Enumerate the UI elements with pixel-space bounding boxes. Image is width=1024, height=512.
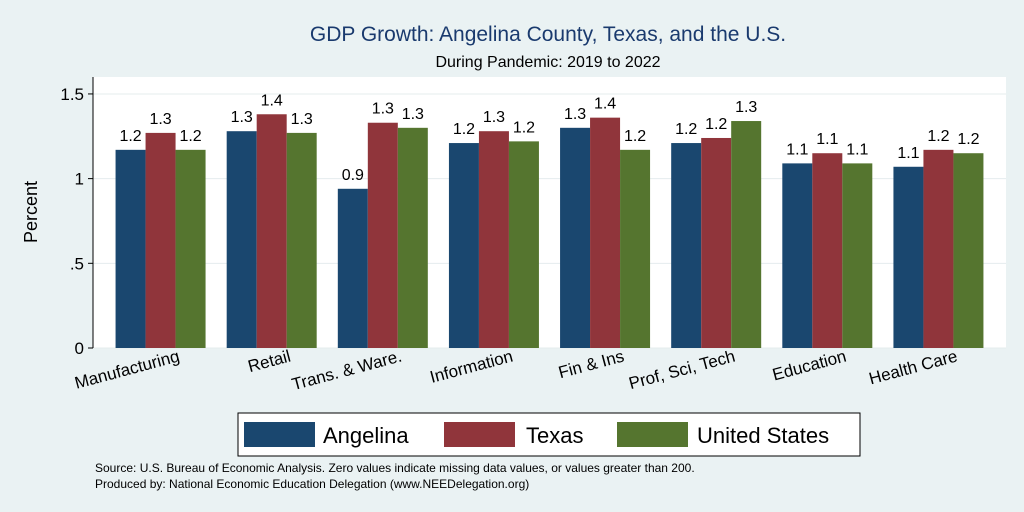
bar [620,149,651,348]
bar [478,131,509,348]
bar-value-label: 1.2 [957,131,979,148]
bar-value-label: 1.2 [453,121,475,138]
source-note: Source: U.S. Bureau of Economic Analysis… [95,461,695,475]
bar [701,137,732,348]
bar [782,163,813,348]
bar [226,131,257,348]
data-labels: 1.2 1.3 1.2 1.3 1.4 1.3 0.9 1.3 1.3 1.2 1.3 1.2 1.3 1… [119,92,979,184]
legend: Angelina Texas United States [237,412,861,457]
bar [671,143,702,348]
bar [508,141,539,348]
legend-label-texas: Texas [526,423,583,448]
legend-label-angelina: Angelina [323,423,409,448]
bar-value-label: 1.2 [179,128,201,145]
bar [337,188,368,348]
y-tick-label: 1.5 [60,85,84,104]
bars [115,114,984,349]
bar-value-label: 1.1 [816,131,838,148]
bar [953,153,984,348]
bar [842,163,873,348]
bar-value-label: 1.2 [624,128,646,145]
bar [256,114,287,348]
bar-value-label: 1.1 [897,145,919,162]
bar [731,121,762,348]
bar-value-label: 1.3 [735,99,757,116]
y-axis: 0 .5 1 1.5 [60,77,94,358]
y-tick-label: 0 [75,339,84,358]
bar-value-label: 1.3 [291,111,313,128]
bar [145,132,176,348]
bar-value-label: 1.2 [513,119,535,136]
bar-value-label: 1.3 [483,109,505,126]
bar-value-label: 1.3 [564,106,586,123]
bar [893,166,924,348]
bar-value-label: 1.2 [705,116,727,133]
bar-value-label: 1.2 [119,128,141,145]
bar-value-label: 1.2 [675,121,697,138]
bar [812,153,843,348]
y-axis-label: Percent [21,181,41,243]
legend-swatch-angelina [244,422,315,447]
bar [286,132,317,348]
bar-value-label: 1.4 [261,92,283,109]
legend-box [237,412,861,457]
bar [923,149,954,348]
bar-value-label: 1.3 [149,111,171,128]
bar [367,122,398,348]
bar-value-label: 1.4 [594,96,616,113]
producer-note: Produced by: National Economic Education… [95,477,529,491]
y-tick-label: .5 [70,254,84,273]
legend-label-united-states: United States [697,423,829,448]
bar [560,127,591,348]
chart-title: GDP Growth: Angelina County, Texas, and … [310,23,786,46]
bar-value-label: 0.9 [342,167,364,184]
bar [397,127,428,348]
bar-value-label: 1.1 [846,141,868,158]
bar [175,149,206,348]
bar [590,117,621,349]
bar-value-label: 1.3 [372,101,394,118]
legend-swatch-united-states [617,422,688,447]
bar [115,149,146,348]
chart-subtitle: During Pandemic: 2019 to 2022 [435,54,660,71]
legend-swatch-texas [444,422,515,447]
bar-value-label: 1.2 [927,128,949,145]
bar [448,143,479,348]
bar-value-label: 1.3 [231,109,253,126]
bar-value-label: 1.3 [402,106,424,123]
y-tick-label: 1 [75,170,84,189]
bar-value-label: 1.1 [786,141,808,158]
